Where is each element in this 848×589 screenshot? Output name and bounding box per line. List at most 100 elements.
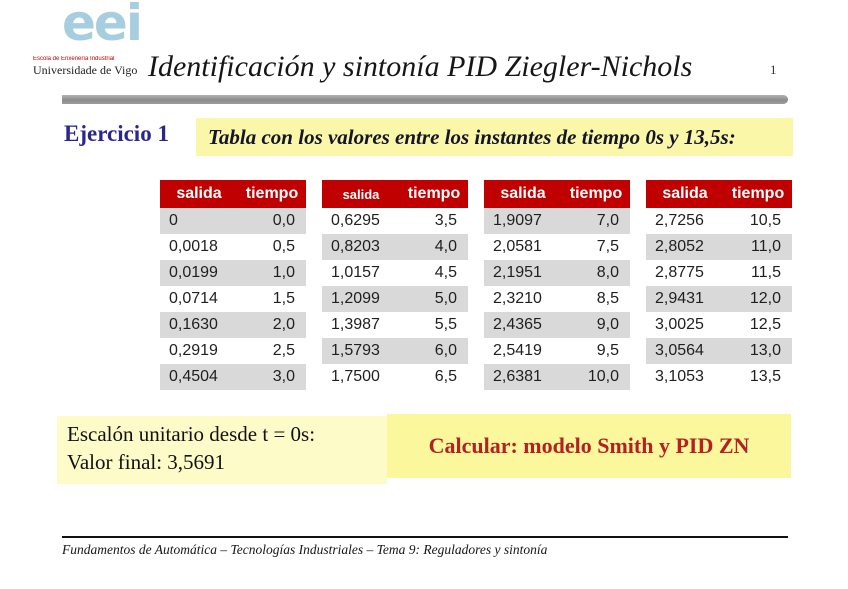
column-header-salida: salida <box>662 185 708 202</box>
table-row: 2,5419 9,5 <box>484 338 630 364</box>
table-row: 2,9431 12,0 <box>646 286 792 312</box>
salida-cell: 0 <box>169 212 178 229</box>
tiempo-cell: 6,5 <box>434 368 457 385</box>
salida-cell: 2,6381 <box>493 368 542 385</box>
table-row: 1,7500 6,5 <box>322 364 468 390</box>
step-info-line1: Escalón unitario desde t = 0s: <box>67 422 316 446</box>
salida-cell: 1,5793 <box>331 342 380 359</box>
column-header-salida: salida <box>500 185 546 202</box>
table-row: 2,6381 10,0 <box>484 364 630 390</box>
page-number: 1 <box>770 62 777 77</box>
step-info-line2: Valor final: 3,5691 <box>67 450 226 475</box>
tiempo-cell: 7,5 <box>596 238 619 255</box>
table-row: 1,2099 5,0 <box>322 286 468 312</box>
exercise-label: Ejercicio 1 <box>64 121 169 146</box>
salida-cell: 0,1630 <box>169 316 218 333</box>
salida-cell: 2,7256 <box>655 212 704 229</box>
tiempo-cell: 6,0 <box>434 342 457 359</box>
tiempo-cell: 5,0 <box>434 290 457 307</box>
table-header-row: salida tiempo <box>322 180 468 208</box>
tiempo-cell: 8,0 <box>596 264 619 281</box>
task-text: Calcular: modelo Smith y PID ZN <box>428 433 750 458</box>
salida-cell: 0,0714 <box>169 290 218 307</box>
tiempo-cell: 12,5 <box>749 316 781 333</box>
table-row: 0,0714 1,5 <box>160 286 306 312</box>
tiempo-cell: 10,0 <box>587 368 619 385</box>
data-table: salida tiempo 0 0,0 0,0018 0,5 0,0199 1,0 0,0714… <box>160 180 306 390</box>
data-table: salida tiempo 1,9097 7,0 2,0581 7,5 2,1951 8,0 2… <box>484 180 630 390</box>
salida-cell: 1,9097 <box>493 212 542 229</box>
table-row: 1,9097 7,0 <box>484 208 630 234</box>
tiempo-cell: 4,0 <box>434 238 457 255</box>
salida-cell: 0,6295 <box>331 212 380 229</box>
tiempo-cell: 1,5 <box>272 290 295 307</box>
table-row: 0,1630 2,0 <box>160 312 306 338</box>
table-header-row: salida tiempo <box>646 180 792 208</box>
salida-cell: 0,0199 <box>169 264 218 281</box>
tiempo-cell: 1,0 <box>272 264 295 281</box>
statement-text: Tabla con los valores entre los instante… <box>208 124 736 149</box>
salida-cell: 0,4504 <box>169 368 218 385</box>
salida-cell: 2,4365 <box>493 316 542 333</box>
data-tables-container: salida tiempo 0 0,0 0,0018 0,5 0,0199 1,0 0,0714… <box>160 180 792 390</box>
column-header-tiempo: tiempo <box>731 185 785 202</box>
tiempo-cell: 13,5 <box>749 368 781 385</box>
salida-cell: 1,2099 <box>331 290 380 307</box>
tiempo-cell: 9,5 <box>596 342 619 359</box>
table-row: 1,5793 6,0 <box>322 338 468 364</box>
salida-cell: 2,0581 <box>493 238 542 255</box>
tiempo-cell: 8,5 <box>596 290 619 307</box>
logo-school-name: Escola de Enxeñería Industrial <box>33 56 115 62</box>
data-table: salida tiempo 0,6295 3,5 0,8203 4,0 1,0157 4,5 1… <box>322 180 468 390</box>
salida-cell: 3,0564 <box>655 342 704 359</box>
column-header-salida: salida <box>176 185 222 202</box>
salida-cell: 2,9431 <box>655 290 704 307</box>
tiempo-cell: 10,5 <box>749 212 781 229</box>
salida-cell: 2,8775 <box>655 264 704 281</box>
table-row: 1,3987 5,5 <box>322 312 468 338</box>
table-row: 2,8052 11,0 <box>646 234 792 260</box>
tiempo-cell: 2,0 <box>272 316 295 333</box>
eei-logo: eei <box>62 0 143 52</box>
table-row: 0,0199 1,0 <box>160 260 306 286</box>
table-header-row: salida tiempo <box>160 180 306 208</box>
table-row: 0,2919 2,5 <box>160 338 306 364</box>
salida-cell: 0,8203 <box>331 238 380 255</box>
table-row: 2,0581 7,5 <box>484 234 630 260</box>
tiempo-cell: 12,0 <box>749 290 781 307</box>
footer-text: Fundamentos de Automática – Tecnologías … <box>62 542 548 557</box>
table-row: 2,7256 10,5 <box>646 208 792 234</box>
table-row: 2,3210 8,5 <box>484 286 630 312</box>
table-row: 0,6295 3,5 <box>322 208 468 234</box>
table-row: 0 0,0 <box>160 208 306 234</box>
salida-cell: 3,1053 <box>655 368 704 385</box>
table-row: 3,0564 13,0 <box>646 338 792 364</box>
column-header-tiempo: tiempo <box>245 185 299 202</box>
title-underline-bar <box>62 95 788 104</box>
table-row: 0,8203 4,0 <box>322 234 468 260</box>
column-header-salida: salida <box>342 186 380 202</box>
step-info-box: Escalón unitario desde t = 0s: Valor fin… <box>57 416 387 484</box>
salida-cell: 2,8052 <box>655 238 704 255</box>
tiempo-cell: 11,5 <box>751 264 781 281</box>
tiempo-cell: 2,5 <box>272 342 295 359</box>
salida-cell: 2,3210 <box>493 290 542 307</box>
tiempo-cell: 0,5 <box>272 238 295 255</box>
salida-cell: 0,0018 <box>169 238 218 255</box>
salida-cell: 1,3987 <box>331 316 380 333</box>
statement-highlight: Tabla con los valores entre los instante… <box>196 118 793 156</box>
salida-cell: 2,1951 <box>493 264 542 281</box>
tiempo-cell: 3,5 <box>434 212 457 229</box>
column-header-tiempo: tiempo <box>407 185 461 202</box>
tiempo-cell: 0,0 <box>272 212 295 229</box>
table-row: 3,0025 12,5 <box>646 312 792 338</box>
column-header-tiempo: tiempo <box>569 185 623 202</box>
table-header-row: salida tiempo <box>484 180 630 208</box>
table-row: 0,4504 3,0 <box>160 364 306 390</box>
tiempo-cell: 13,0 <box>749 342 781 359</box>
table-row: 0,0018 0,5 <box>160 234 306 260</box>
salida-cell: 2,5419 <box>493 342 542 359</box>
table-row: 3,1053 13,5 <box>646 364 792 390</box>
slide-title: Identificación y sintonía PID Ziegler-Ni… <box>148 50 693 83</box>
